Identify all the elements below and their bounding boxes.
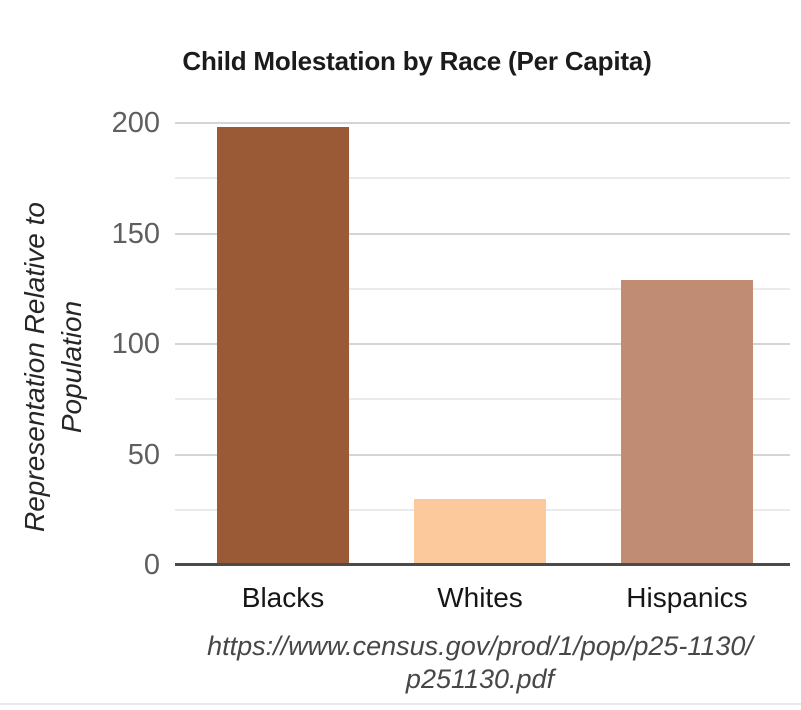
y-tick-label-100: 100 bbox=[111, 328, 160, 360]
x-axis-line bbox=[175, 563, 790, 566]
bar-whites bbox=[414, 498, 546, 565]
x-category-label-blacks: Blacks bbox=[241, 582, 325, 613]
plot-area bbox=[175, 122, 790, 566]
major-gridline-100 bbox=[175, 343, 790, 345]
chart-title: Child Molestation by Race (Per Capita) bbox=[182, 46, 652, 76]
y-axis-label-line-1: Representation Relative to bbox=[19, 202, 50, 532]
y-tick-label-150: 150 bbox=[111, 217, 160, 250]
bar-blacks bbox=[217, 127, 349, 565]
x-category-label-hispanics: Hispanics bbox=[626, 582, 748, 613]
source-citation-line-1: https://www.census.gov/prod/1/pop/p25-11… bbox=[207, 631, 753, 661]
bar-hispanics bbox=[621, 279, 753, 565]
y-tick-label-50: 50 bbox=[127, 438, 160, 471]
minor-gridline-75 bbox=[175, 398, 790, 401]
source-citation-line-2: p251130.pdf bbox=[405, 664, 555, 694]
minor-gridline-125 bbox=[175, 287, 790, 290]
major-gridline-50 bbox=[175, 453, 790, 456]
y-tick-label-200: 200 bbox=[111, 107, 160, 139]
bottom-border-line bbox=[0, 703, 801, 705]
major-gridline-150 bbox=[175, 232, 790, 235]
y-tick-label-0: 0 bbox=[143, 549, 160, 581]
x-category-label-whites: Whites bbox=[437, 582, 523, 613]
minor-gridline-175 bbox=[175, 177, 790, 180]
major-gridline-200 bbox=[175, 122, 790, 124]
source-citation: https://www.census.gov/prod/1/pop/p25-11… bbox=[160, 630, 800, 696]
